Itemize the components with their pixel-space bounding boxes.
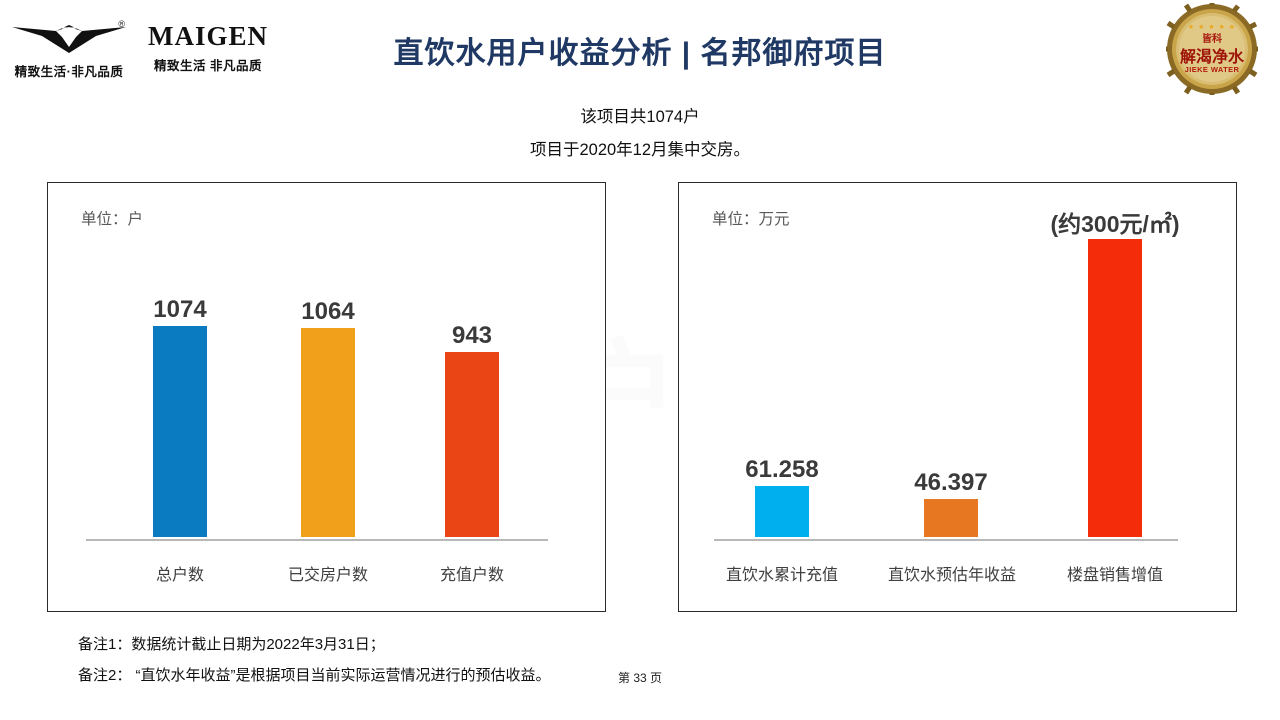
footnote-1: 备注1：数据统计截止日期为2022年3月31日； xyxy=(78,636,385,653)
cat-label-recharged-households: 充值户数 xyxy=(439,567,504,584)
gold-seal-icon xyxy=(1162,0,1262,99)
bar-chart-revenue: 61.258 直饮水累计充值 46.397 直饮水预估年收益 (约300元/㎡)… xyxy=(679,183,1236,611)
jieke-water-seal-logo: ★ ★ ★ ★ ★ 皆科 解渴净水 JIEKE WATER xyxy=(1162,0,1262,99)
brand-wordmark-block: MAIGEN 精致生活 非凡品质 xyxy=(148,22,268,73)
bar-estimated-annual-revenue[interactable] xyxy=(924,499,978,537)
diamond-logo-icon xyxy=(12,25,126,53)
bar-value-total-households: 1074 xyxy=(153,296,207,323)
footnote-2: 备注2： “直饮水年收益”是根据项目当前实际运营情况进行的预估收益。 xyxy=(78,667,551,684)
unit-label-right: 单位：万元 xyxy=(712,211,790,228)
brand-wordmark: MAIGEN xyxy=(148,21,268,52)
bar-total-households[interactable] xyxy=(153,326,207,537)
chart-axis-line xyxy=(86,539,548,541)
cat-label-property-sales-appreciation: 楼盘销售增值 xyxy=(1066,567,1163,584)
seal-english: JIEKE WATER xyxy=(1184,65,1240,74)
annotation-price-per-sqm: (约300元/㎡) xyxy=(1050,211,1180,237)
slide-header: ® 精致生活·非凡品质 MAIGEN 精致生活 非凡品质 直饮水用户收益分析 |… xyxy=(0,0,1280,99)
page-title: 直饮水用户收益分析 | 名邦御府项目 xyxy=(393,37,887,70)
subtitle-line-2: 项目于2020年12月集中交房。 xyxy=(529,141,751,159)
cat-label-total-households: 总户数 xyxy=(155,567,204,584)
bar-value-recharged-households: 943 xyxy=(451,322,493,349)
subtitle-line-1: 该项目共1074户 xyxy=(580,108,700,126)
cat-label-cumulative-recharge: 直饮水累计充值 xyxy=(725,567,838,584)
bar-value-estimated-annual-revenue: 46.397 xyxy=(914,469,988,496)
brand-tagline-left: 精致生活·非凡品质 xyxy=(14,65,124,79)
bar-delivered-households[interactable] xyxy=(301,328,355,537)
cat-label-estimated-annual-revenue: 直饮水预估年收益 xyxy=(887,567,1016,584)
seal-stars: ★ ★ ★ ★ ★ xyxy=(1187,24,1237,31)
bar-chart-households: 1074 总户数 1064 已交房户数 943 充值户数 xyxy=(48,183,605,611)
maigen-logo: ® 精致生活·非凡品质 xyxy=(10,15,128,81)
registered-mark-icon: ® xyxy=(118,19,125,29)
page-number: 第 33 页 xyxy=(618,671,663,685)
seal-main-cn: 解渴净水 xyxy=(1179,49,1244,66)
bar-value-delivered-households: 1064 xyxy=(301,298,355,325)
chart-panel-households: 单位：户 1074 总户数 1064 已交房户数 943 充值户数 xyxy=(47,182,606,612)
bar-value-cumulative-recharge: 61.258 xyxy=(745,456,819,483)
seal-brand-cn: 皆科 xyxy=(1202,34,1222,45)
brand-logo-block: ® 精致生活·非凡品质 MAIGEN 精致生活 非凡品质 xyxy=(10,14,267,82)
chart-panel-revenue: 单位：万元 61.258 直饮水累计充值 46.397 直饮水预估年收益 (约3… xyxy=(678,182,1237,612)
bar-cumulative-recharge[interactable] xyxy=(755,486,809,537)
bar-recharged-households[interactable] xyxy=(445,352,499,537)
bar-property-sales-appreciation[interactable] xyxy=(1088,239,1142,537)
unit-label-left: 单位：户 xyxy=(81,211,144,228)
cat-label-delivered-households: 已交房户数 xyxy=(287,567,368,584)
chart-axis-line xyxy=(714,539,1178,541)
brand-tagline-right: 精致生活 非凡品质 xyxy=(154,58,262,73)
